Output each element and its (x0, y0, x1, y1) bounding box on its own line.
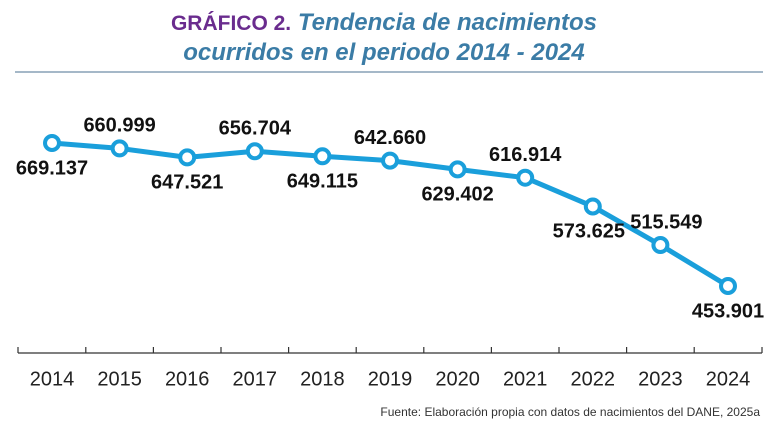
x-tick-label: 2014 (30, 368, 75, 390)
value-label: 616.914 (489, 144, 562, 166)
value-label: 629.402 (421, 184, 493, 206)
x-tick-label: 2021 (503, 368, 548, 390)
x-tick-label: 2015 (97, 368, 142, 390)
data-point (651, 236, 670, 255)
x-tick-label: 2019 (368, 368, 413, 390)
data-point (516, 168, 535, 187)
value-label: 647.521 (151, 172, 223, 194)
data-point (245, 142, 264, 161)
value-label: 453.901 (692, 300, 764, 322)
x-tick-label: 2016 (165, 368, 210, 390)
value-label: 660.999 (83, 115, 155, 137)
value-label: 649.115 (287, 171, 358, 193)
x-tick-label: 2018 (300, 368, 345, 390)
data-point (583, 197, 602, 216)
x-tick-label: 2023 (638, 368, 683, 390)
value-label: 573.625 (553, 221, 625, 243)
data-point (43, 134, 61, 152)
value-label: 642.660 (354, 127, 426, 149)
chart-title: Tendencia de nacimientos ocurridos en el… (183, 9, 598, 66)
x-tick-label: 2022 (571, 368, 616, 390)
x-tick-label: 2024 (706, 368, 751, 390)
data-point (448, 160, 467, 179)
data-point (178, 148, 197, 167)
source: Fuente: Elaboración propia con datos de … (380, 405, 760, 419)
data-point (381, 151, 399, 170)
title-block: GRÁFICO 2. Tendencia de nacimientos ocur… (0, 8, 768, 67)
x-tick-label: 2020 (435, 368, 480, 390)
x-tick-label: 2017 (233, 368, 278, 390)
value-label: 669.137 (16, 157, 88, 179)
data-point (313, 147, 332, 166)
data-point (719, 277, 737, 295)
value-label: 656.704 (219, 118, 292, 140)
figure-label: GRÁFICO 2. (170, 12, 292, 35)
title-wrap: GRÁFICO 2. Tendencia de nacimientos ocur… (164, 8, 604, 67)
data-point (110, 139, 129, 158)
value-label: 515.549 (630, 211, 702, 233)
